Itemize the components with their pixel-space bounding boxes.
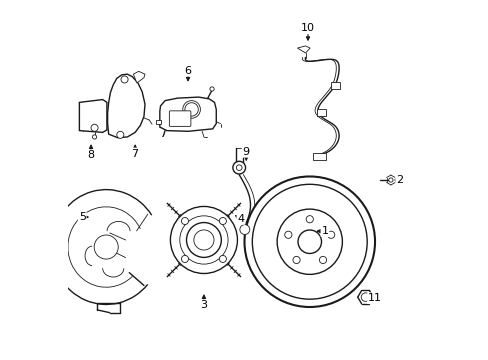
Polygon shape — [330, 82, 339, 89]
FancyBboxPatch shape — [169, 111, 190, 126]
Circle shape — [181, 255, 188, 262]
Circle shape — [277, 209, 342, 274]
Circle shape — [236, 165, 242, 171]
Circle shape — [252, 184, 366, 299]
Circle shape — [180, 216, 227, 264]
Text: 4: 4 — [237, 214, 244, 224]
Polygon shape — [317, 109, 325, 116]
Circle shape — [319, 256, 326, 264]
Text: 9: 9 — [242, 147, 249, 157]
Circle shape — [305, 216, 313, 223]
Circle shape — [361, 293, 369, 301]
Polygon shape — [133, 71, 145, 83]
Text: 3: 3 — [200, 300, 207, 310]
Circle shape — [121, 76, 128, 83]
Text: 2: 2 — [395, 175, 403, 185]
Text: 5: 5 — [79, 212, 85, 222]
Text: 7: 7 — [131, 149, 139, 158]
Circle shape — [94, 235, 118, 259]
Circle shape — [170, 207, 237, 274]
Circle shape — [91, 124, 98, 131]
Circle shape — [92, 135, 97, 139]
Text: 11: 11 — [367, 293, 381, 303]
Polygon shape — [156, 120, 160, 124]
Text: 8: 8 — [87, 150, 94, 160]
Circle shape — [209, 87, 214, 91]
Circle shape — [327, 231, 334, 238]
Circle shape — [232, 161, 245, 174]
Polygon shape — [313, 153, 325, 160]
Circle shape — [284, 231, 291, 238]
Circle shape — [388, 178, 392, 182]
Circle shape — [219, 217, 226, 225]
Circle shape — [219, 255, 226, 262]
Circle shape — [193, 230, 214, 250]
Circle shape — [186, 222, 221, 257]
Polygon shape — [297, 46, 309, 53]
Circle shape — [244, 176, 374, 307]
Text: 6: 6 — [184, 66, 191, 76]
Text: 1: 1 — [321, 226, 328, 236]
Circle shape — [117, 131, 123, 138]
Circle shape — [240, 225, 249, 234]
Circle shape — [183, 101, 200, 118]
Polygon shape — [160, 97, 216, 131]
Polygon shape — [107, 74, 145, 138]
Polygon shape — [79, 100, 107, 132]
Circle shape — [181, 217, 188, 225]
Circle shape — [292, 256, 300, 264]
Text: 10: 10 — [301, 23, 314, 33]
Circle shape — [297, 230, 321, 253]
